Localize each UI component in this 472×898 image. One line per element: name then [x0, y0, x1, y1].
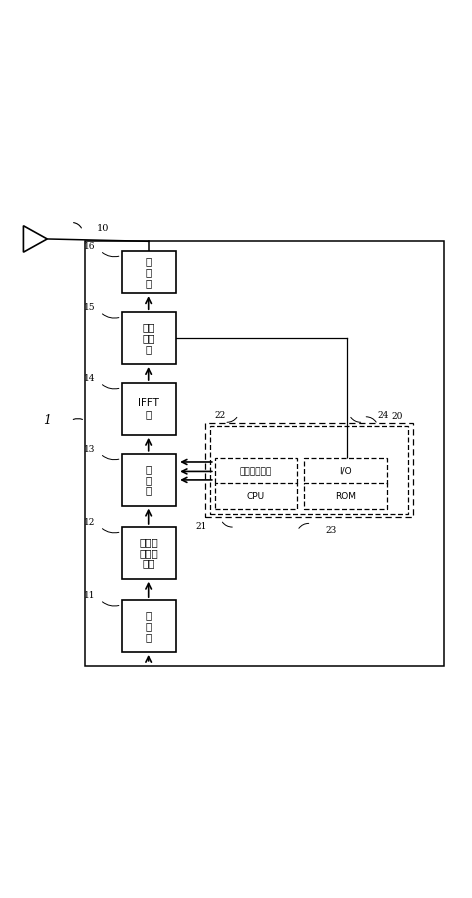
Text: 1: 1 — [43, 414, 51, 427]
Bar — [210, 427, 408, 514]
Bar — [122, 251, 176, 294]
Text: I/O: I/O — [339, 467, 352, 476]
Bar — [215, 483, 297, 509]
Text: 誤り
訂正
器: 誤り 訂正 器 — [143, 322, 155, 354]
Bar — [122, 383, 176, 435]
Text: 20: 20 — [392, 411, 403, 420]
Bar — [122, 313, 176, 364]
Bar — [122, 527, 176, 579]
Bar — [122, 600, 176, 652]
Text: 復
調
器: 復 調 器 — [145, 611, 152, 642]
Text: 22: 22 — [215, 410, 226, 419]
Bar — [215, 459, 297, 484]
Text: 14: 14 — [84, 374, 95, 383]
Text: 周波数
制御発
振器: 周波数 制御発 振器 — [139, 537, 158, 568]
Text: ROM: ROM — [335, 492, 356, 501]
Text: 23: 23 — [326, 526, 337, 535]
Text: 描
画
器: 描 画 器 — [145, 256, 152, 287]
Polygon shape — [24, 225, 47, 252]
Text: CPU: CPU — [247, 492, 265, 501]
Text: 復
号
器: 復 号 器 — [145, 464, 152, 496]
Text: 12: 12 — [84, 518, 95, 527]
Text: 10: 10 — [97, 224, 109, 233]
Bar — [304, 483, 387, 509]
Text: 13: 13 — [84, 445, 95, 453]
Text: 11: 11 — [84, 591, 95, 600]
Bar — [85, 242, 444, 666]
Bar — [304, 459, 387, 484]
Bar — [122, 453, 176, 506]
Text: IFFT
器: IFFT 器 — [138, 399, 159, 419]
Text: コントローラ: コントローラ — [240, 467, 272, 476]
Text: 15: 15 — [84, 304, 95, 313]
Text: 21: 21 — [195, 522, 207, 531]
Bar — [205, 423, 413, 517]
Text: 16: 16 — [84, 242, 95, 251]
Text: 24: 24 — [378, 410, 389, 419]
